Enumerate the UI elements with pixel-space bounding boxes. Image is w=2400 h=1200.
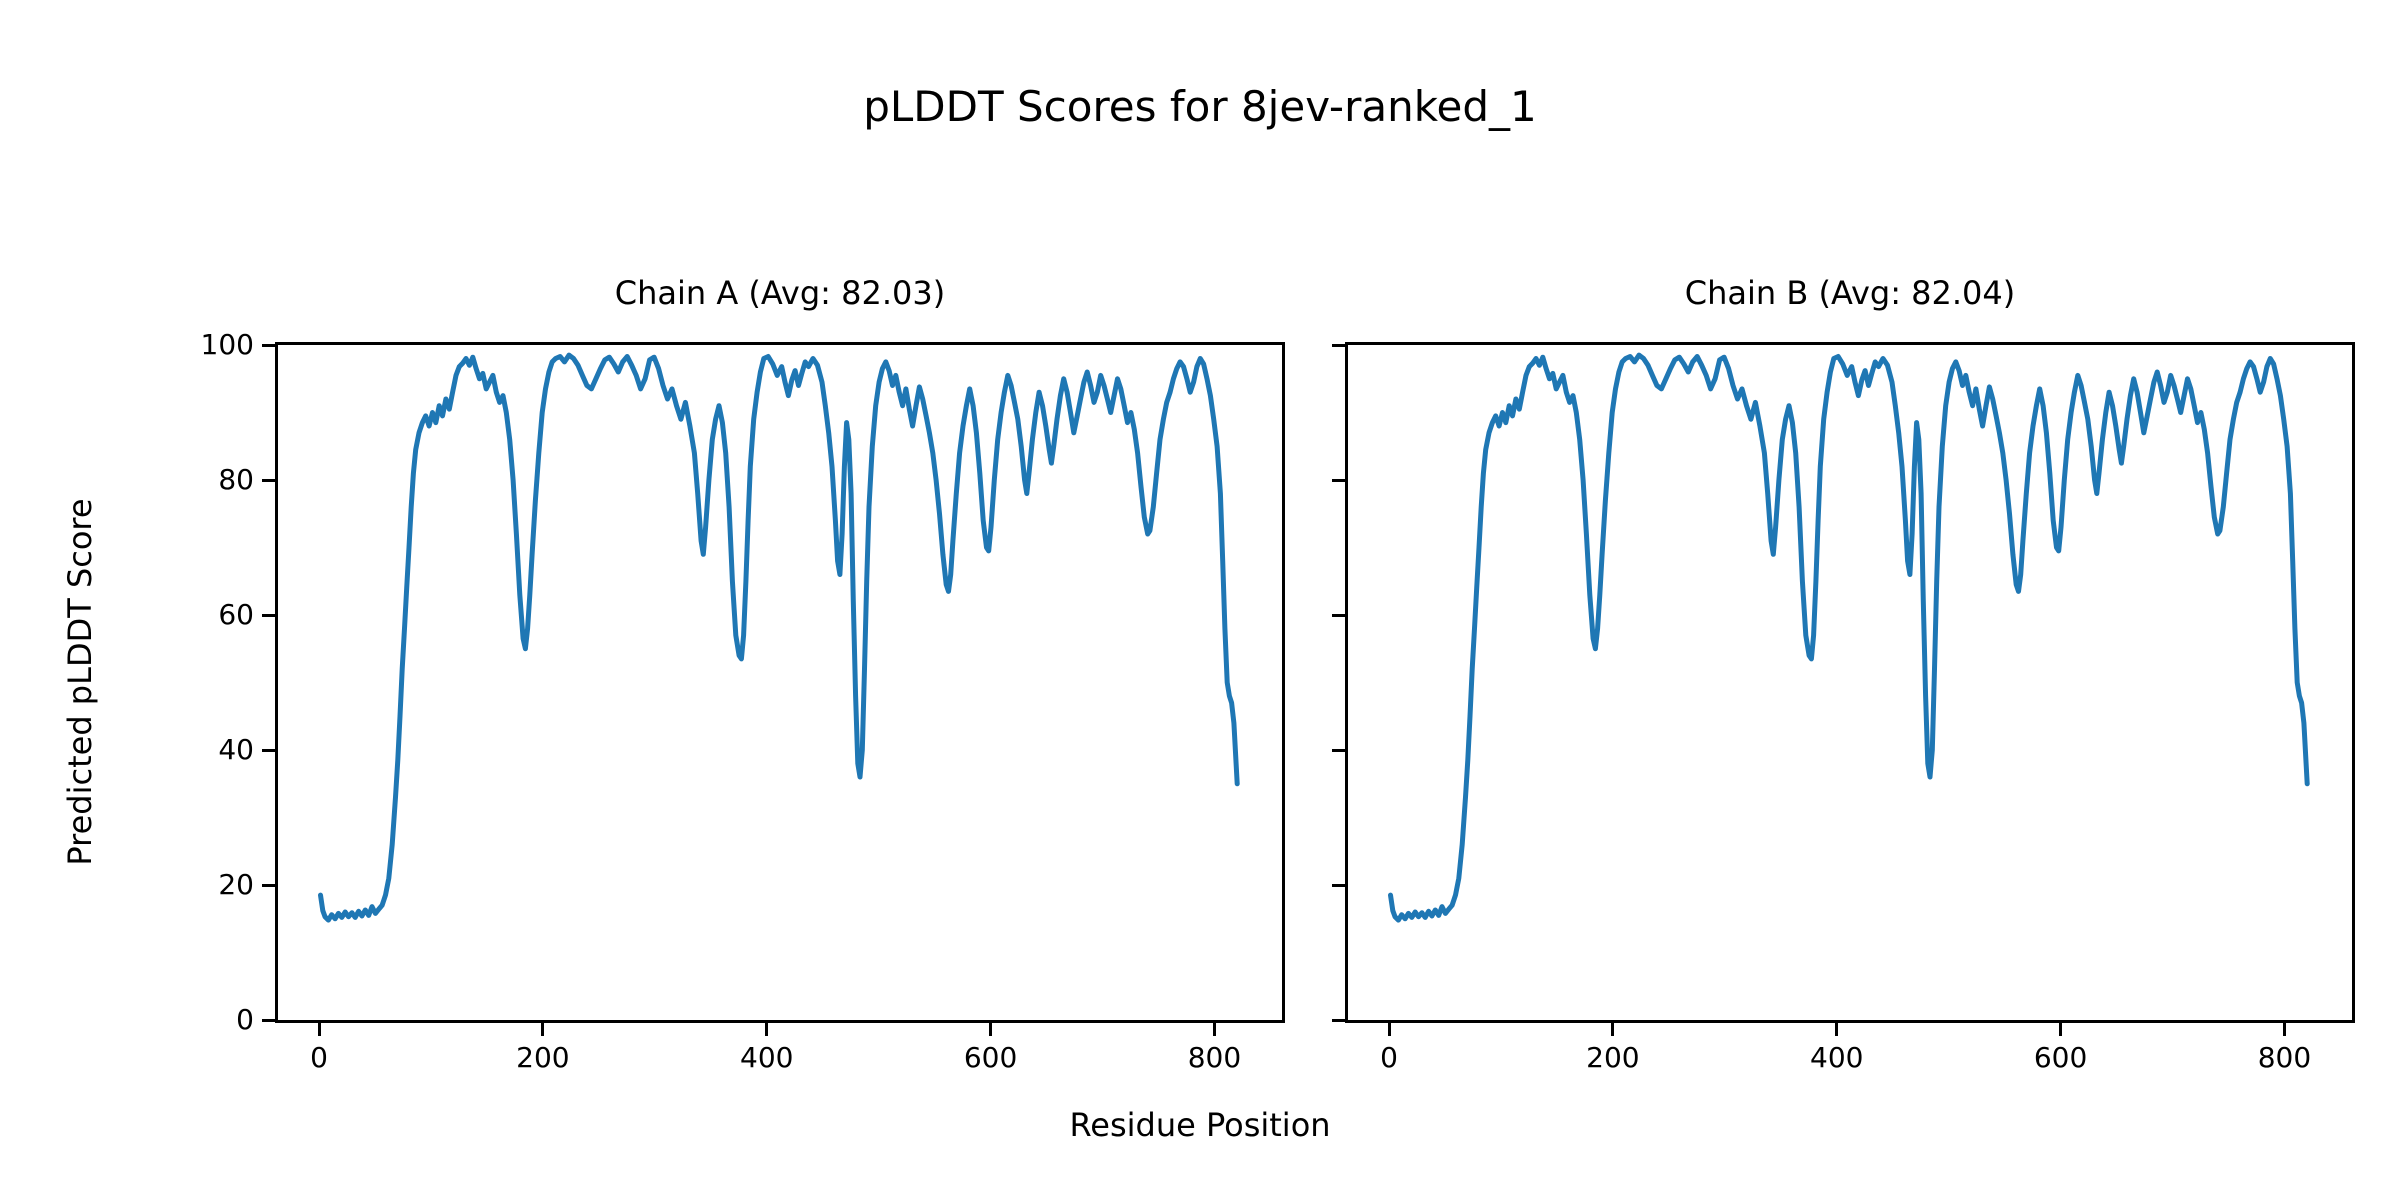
y-tick-label: 40 [218,733,254,766]
y-tick-mark [262,1018,275,1022]
x-tick-label: 800 [2257,1041,2312,1074]
x-tick-label: 0 [310,1041,328,1074]
x-tick-mark [541,1023,545,1036]
y-tick-mark [262,343,275,347]
x-tick-label: 600 [2033,1041,2088,1074]
plddt-line-chain-a [318,352,1240,923]
x-tick-mark [1387,1023,1391,1036]
x-tick-mark [2059,1023,2063,1036]
plot-area-chain-a [275,342,1285,1023]
x-tick-mark [1212,1023,1216,1036]
x-tick-label: 200 [516,1041,570,1074]
y-tick-label: 0 [236,1003,254,1036]
x-tick-mark [989,1023,993,1036]
y-tick-mark [1332,478,1345,482]
y-tick-mark [262,613,275,617]
plddt-line-chart-chain-a [318,352,1240,923]
x-tick-mark [317,1023,321,1036]
y-tick-mark [1332,883,1345,887]
x-tick-label: 400 [740,1041,794,1074]
y-tick-mark [1332,1018,1345,1022]
y-tick-mark [1332,748,1345,752]
x-tick-label: 800 [1187,1041,1242,1074]
subplot-title-chain-a: Chain A (Avg: 82.03) [614,274,946,312]
y-tick-mark [1332,613,1345,617]
y-tick-label: 60 [218,598,254,631]
x-tick-mark [765,1023,769,1036]
y-tick-mark [262,748,275,752]
plddt-line-chart-chain-b [1388,352,2310,923]
y-tick-mark [262,478,275,482]
x-tick-label: 400 [1810,1041,1864,1074]
figure-title: pLDDT Scores for 8jev-ranked_1 [863,82,1537,131]
y-tick-mark [262,883,275,887]
x-tick-mark [1835,1023,1839,1036]
subplot-title-chain-b: Chain B (Avg: 82.04) [1684,274,2016,312]
x-tick-mark [1611,1023,1615,1036]
plddt-line-chain-b [1388,352,2310,923]
x-tick-label: 0 [1380,1041,1398,1074]
x-tick-label: 200 [1586,1041,1640,1074]
y-tick-label: 20 [218,868,254,901]
plot-area-chain-b [1345,342,2355,1023]
x-tick-label: 600 [963,1041,1018,1074]
y-tick-label: 100 [200,328,254,361]
y-axis-label: Predicted pLDDT Score [61,498,99,866]
x-axis-label: Residue Position [1069,1106,1331,1144]
x-tick-mark [2282,1023,2286,1036]
y-tick-label: 80 [218,463,254,496]
y-tick-mark [1332,343,1345,347]
